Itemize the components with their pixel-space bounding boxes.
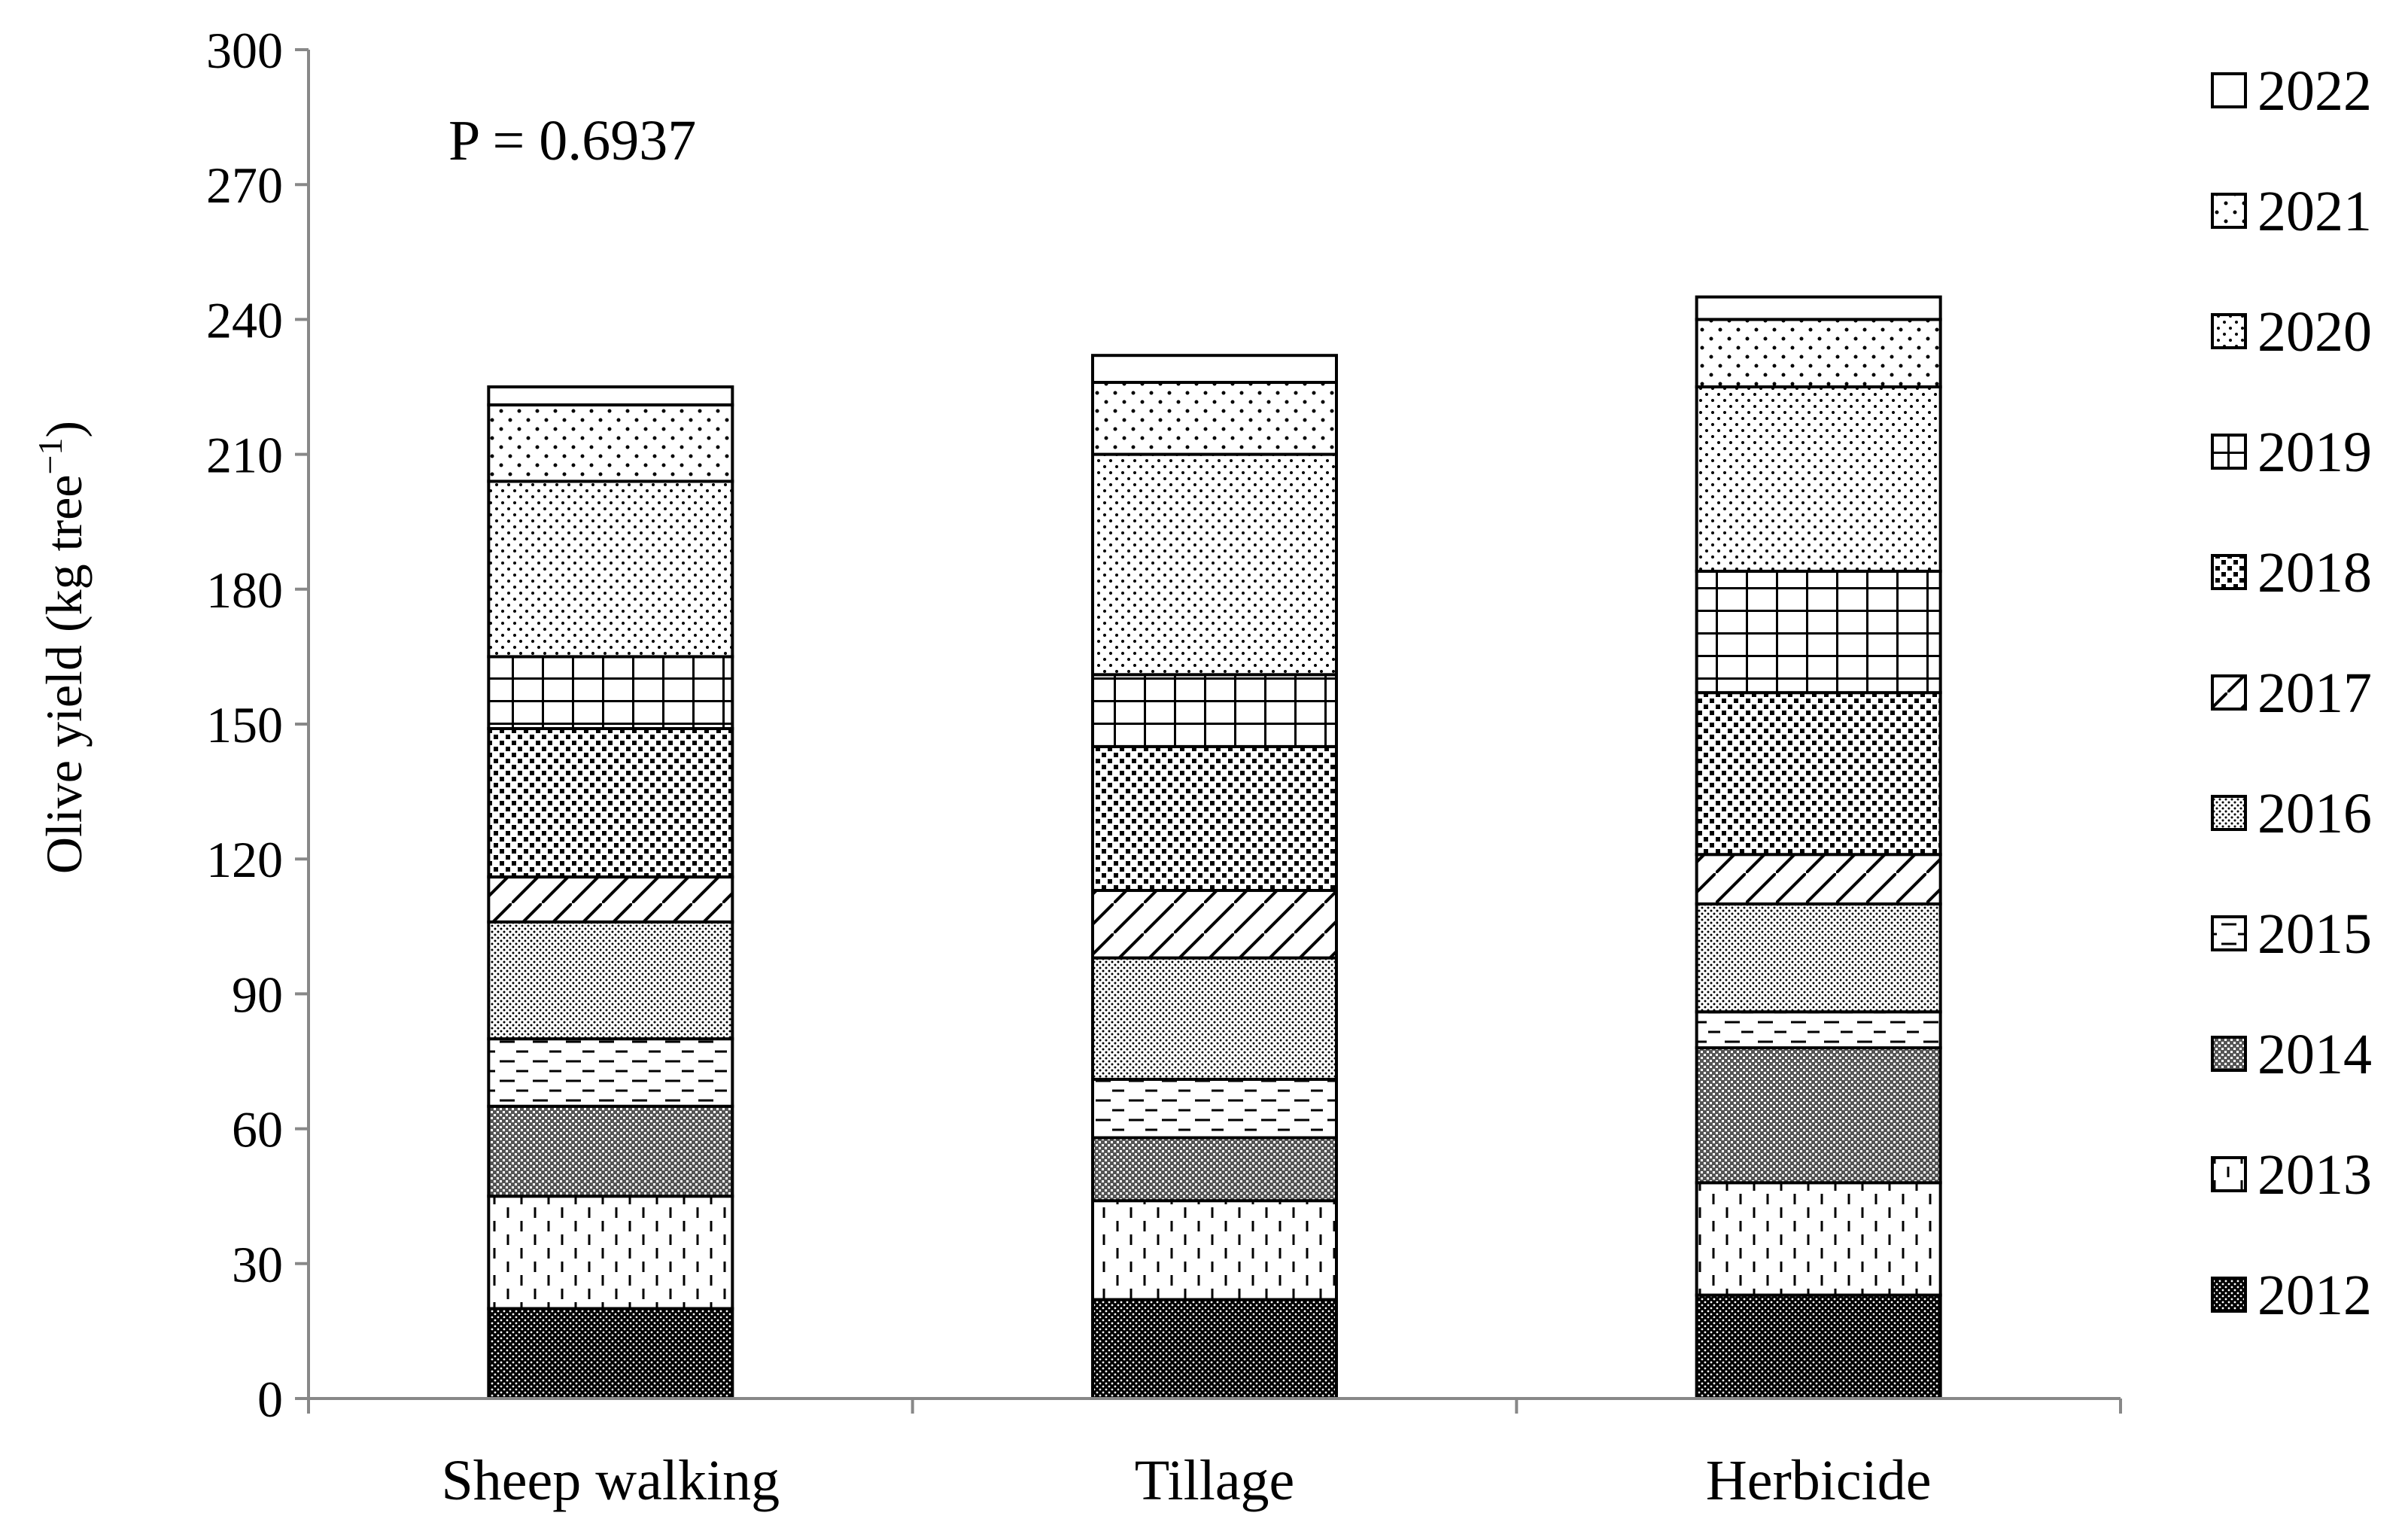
legend-item-2012: 2012 xyxy=(2211,1264,2372,1327)
bar-segment-sheep-walking-2019 xyxy=(487,655,734,730)
bar-segment-tillage-2020 xyxy=(1091,452,1338,677)
bar-segment-sheep-walking-2020 xyxy=(487,479,734,659)
legend-label: 2021 xyxy=(2258,180,2372,243)
legend-item-2017: 2017 xyxy=(2211,662,2372,725)
bar-segment-sheep-walking-2016 xyxy=(487,920,734,1041)
legend-label: 2013 xyxy=(2258,1143,2372,1207)
legend-label: 2019 xyxy=(2258,421,2372,484)
bar-segment-sheep-walking-2014 xyxy=(487,1104,734,1198)
bar-segment-tillage-2013 xyxy=(1091,1199,1338,1301)
y-tick-label: 240 xyxy=(206,291,283,348)
y-axis-label: Olive yield (kg tree−1) xyxy=(31,421,93,874)
bar-segment-herbicide-2021 xyxy=(1695,318,1942,388)
axes-layer: 0 30 60 90 120 150 180 210 240 270 300 Sheep walkin… xyxy=(206,22,2122,1512)
bar-segment-tillage-2018 xyxy=(1091,744,1338,893)
legend-swatch xyxy=(2211,554,2247,590)
legend-label: 2014 xyxy=(2258,1023,2372,1086)
legend-swatch xyxy=(2211,795,2247,831)
legend-item-2019: 2019 xyxy=(2211,421,2372,484)
y-tick-label: 180 xyxy=(206,562,283,619)
y-tick-label: 150 xyxy=(206,696,283,753)
bar-segment-herbicide-2018 xyxy=(1695,691,1942,857)
legend-item-2015: 2015 xyxy=(2211,902,2372,966)
bar-segment-sheep-walking-2015 xyxy=(487,1037,734,1108)
legend-swatch xyxy=(2211,313,2247,349)
legend-swatch xyxy=(2211,72,2247,108)
y-tick-label: 0 xyxy=(257,1371,283,1428)
bar-segment-sheep-walking-2012 xyxy=(487,1307,734,1400)
y-tick-label: 30 xyxy=(232,1236,283,1293)
legend-label: 2012 xyxy=(2258,1264,2372,1327)
legend-swatch xyxy=(2211,674,2247,711)
bar-segment-sheep-walking-2021 xyxy=(487,403,734,483)
x-category-label: Herbicide xyxy=(1706,1449,1932,1512)
bar-segment-herbicide-2016 xyxy=(1695,902,1942,1014)
legend-item-2018: 2018 xyxy=(2211,541,2372,604)
bar-segment-herbicide-2014 xyxy=(1695,1046,1942,1185)
bar-segment-tillage-2022 xyxy=(1091,354,1338,385)
y-tick-label: 60 xyxy=(232,1101,283,1158)
bar-segment-herbicide-2022 xyxy=(1695,295,1942,321)
bar-segment-herbicide-2020 xyxy=(1695,385,1942,573)
y-tick-label: 270 xyxy=(206,157,283,214)
bar-segment-tillage-2017 xyxy=(1091,889,1338,960)
legend-swatch xyxy=(2211,915,2247,951)
bar-segment-tillage-2015 xyxy=(1091,1077,1338,1140)
bar-segment-tillage-2021 xyxy=(1091,381,1338,456)
legend-label: 2020 xyxy=(2258,300,2372,364)
legend-label: 2017 xyxy=(2258,662,2372,725)
legend-swatch xyxy=(2211,1277,2247,1313)
p-value-annotation: P = 0.6937 xyxy=(448,109,696,172)
bar-segment-tillage-2019 xyxy=(1091,673,1338,748)
x-category-label: Tillage xyxy=(1135,1449,1295,1512)
legend: 2022 2021 2020 2019 2018 2017 2016 2015 2014 2013… xyxy=(2211,59,2372,1327)
bar-segment-sheep-walking-2022 xyxy=(487,385,734,406)
legend-swatch xyxy=(2211,1036,2247,1072)
legend-item-2013: 2013 xyxy=(2211,1143,2372,1207)
bar-segment-tillage-2012 xyxy=(1091,1298,1338,1400)
legend-label: 2016 xyxy=(2258,782,2372,845)
legend-label: 2018 xyxy=(2258,541,2372,604)
y-axis-label-unit-superscript: −1 xyxy=(31,438,69,475)
bar-segment-herbicide-2017 xyxy=(1695,853,1942,905)
bar-segment-herbicide-2013 xyxy=(1695,1181,1942,1297)
legend-swatch xyxy=(2211,434,2247,470)
y-tick-label: 210 xyxy=(206,427,283,484)
legend-label: 2022 xyxy=(2258,59,2372,123)
bar-segment-tillage-2014 xyxy=(1091,1136,1338,1203)
bar-segment-tillage-2016 xyxy=(1091,956,1338,1081)
bar-segment-herbicide-2012 xyxy=(1695,1293,1942,1400)
y-tick-label: 90 xyxy=(232,966,283,1023)
bar-segment-herbicide-2019 xyxy=(1695,569,1942,695)
y-tick-label: 300 xyxy=(206,22,283,79)
legend-label: 2015 xyxy=(2258,902,2372,966)
legend-item-2021: 2021 xyxy=(2211,180,2372,243)
legend-swatch xyxy=(2211,193,2247,229)
y-tick-label: 120 xyxy=(206,831,283,888)
y-axis-label-close: ) xyxy=(35,421,93,438)
bars-layer xyxy=(487,295,1942,1400)
bar-segment-sheep-walking-2018 xyxy=(487,726,734,879)
legend-swatch xyxy=(2211,1156,2247,1192)
bar-segment-sheep-walking-2013 xyxy=(487,1195,734,1310)
legend-item-2020: 2020 xyxy=(2211,300,2372,364)
bar-segment-herbicide-2015 xyxy=(1695,1010,1942,1050)
x-category-label: Sheep walking xyxy=(442,1449,780,1512)
legend-item-2022: 2022 xyxy=(2211,59,2372,123)
bar-segment-sheep-walking-2017 xyxy=(487,875,734,924)
legend-item-2014: 2014 xyxy=(2211,1023,2372,1086)
legend-item-2016: 2016 xyxy=(2211,782,2372,845)
